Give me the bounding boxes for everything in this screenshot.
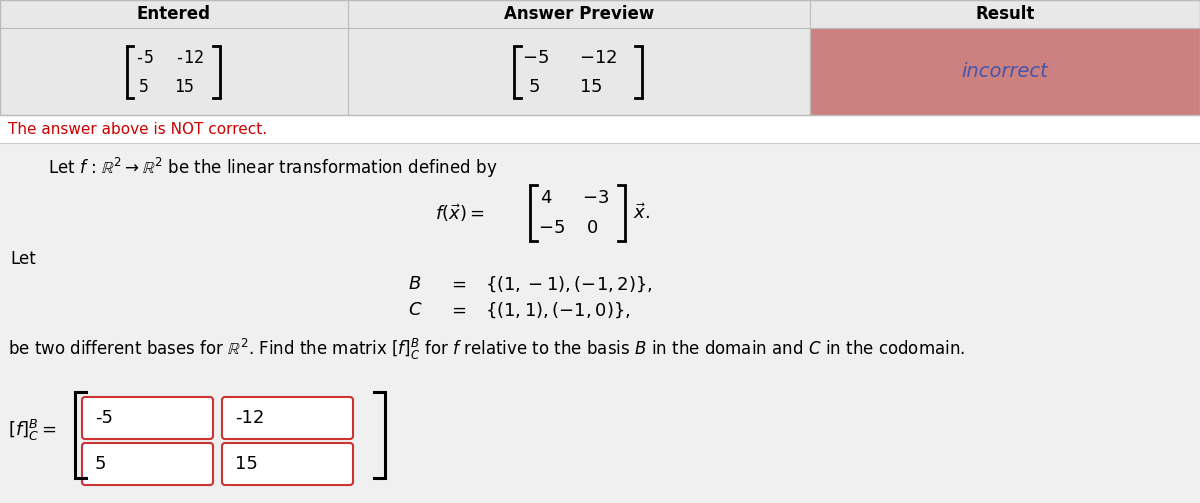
Text: 5: 5 [95,455,107,473]
Text: Let $f$ : $\mathbb{R}^2 \rightarrow \mathbb{R}^2$ be the linear transformation d: Let $f$ : $\mathbb{R}^2 \rightarrow \mat… [48,156,498,180]
Text: $C$: $C$ [408,301,422,319]
Bar [0,143,1200,503]
Text: 5: 5 [138,77,149,96]
Bar [0,0,1200,28]
Text: $-3$: $-3$ [582,189,610,207]
Text: -12: -12 [174,48,204,66]
Text: $0$: $0$ [586,219,598,237]
Text: -12: -12 [235,409,264,427]
Text: $-5$: $-5$ [522,48,548,66]
FancyBboxPatch shape [82,397,214,439]
Text: Result: Result [976,5,1034,23]
Text: $4$: $4$ [540,189,552,207]
Text: $15$: $15$ [580,77,602,96]
Bar [0,28,810,115]
Text: 15: 15 [235,455,258,473]
Text: $-12$: $-12$ [580,48,617,66]
FancyBboxPatch shape [222,397,353,439]
Text: $-5$: $-5$ [538,219,565,237]
Text: Answer Preview: Answer Preview [504,5,654,23]
FancyBboxPatch shape [222,443,353,485]
Text: -5: -5 [95,409,113,427]
Text: $f(\vec{x}) =$: $f(\vec{x}) =$ [436,202,485,224]
Text: -5: -5 [134,48,155,66]
Text: $5$: $5$ [528,77,540,96]
Text: $B$: $B$ [408,275,421,293]
Bar [0,0,1200,115]
Text: $\{(1,-1),(-1,2)\},$: $\{(1,-1),(-1,2)\},$ [485,274,653,294]
Text: be two different bases for $\mathbb{R}^2$. Find the matrix $[f]_C^B$ for $f$ rel: be two different bases for $\mathbb{R}^2… [8,337,965,362]
Text: $\vec{x}.$: $\vec{x}.$ [634,203,650,223]
FancyBboxPatch shape [82,443,214,485]
Text: Entered: Entered [137,5,211,23]
Text: incorrect: incorrect [961,62,1049,81]
Text: $=$: $=$ [448,301,467,319]
Text: 15: 15 [174,77,194,96]
Bar [810,28,1200,115]
Text: $\{(1,1),(-1,0)\},$: $\{(1,1),(-1,0)\},$ [485,300,630,320]
Text: $[f]_C^B =$: $[f]_C^B =$ [8,417,56,443]
Text: Let: Let [10,250,36,268]
Text: The answer above is NOT correct.: The answer above is NOT correct. [8,123,268,137]
Text: $=$: $=$ [448,275,467,293]
